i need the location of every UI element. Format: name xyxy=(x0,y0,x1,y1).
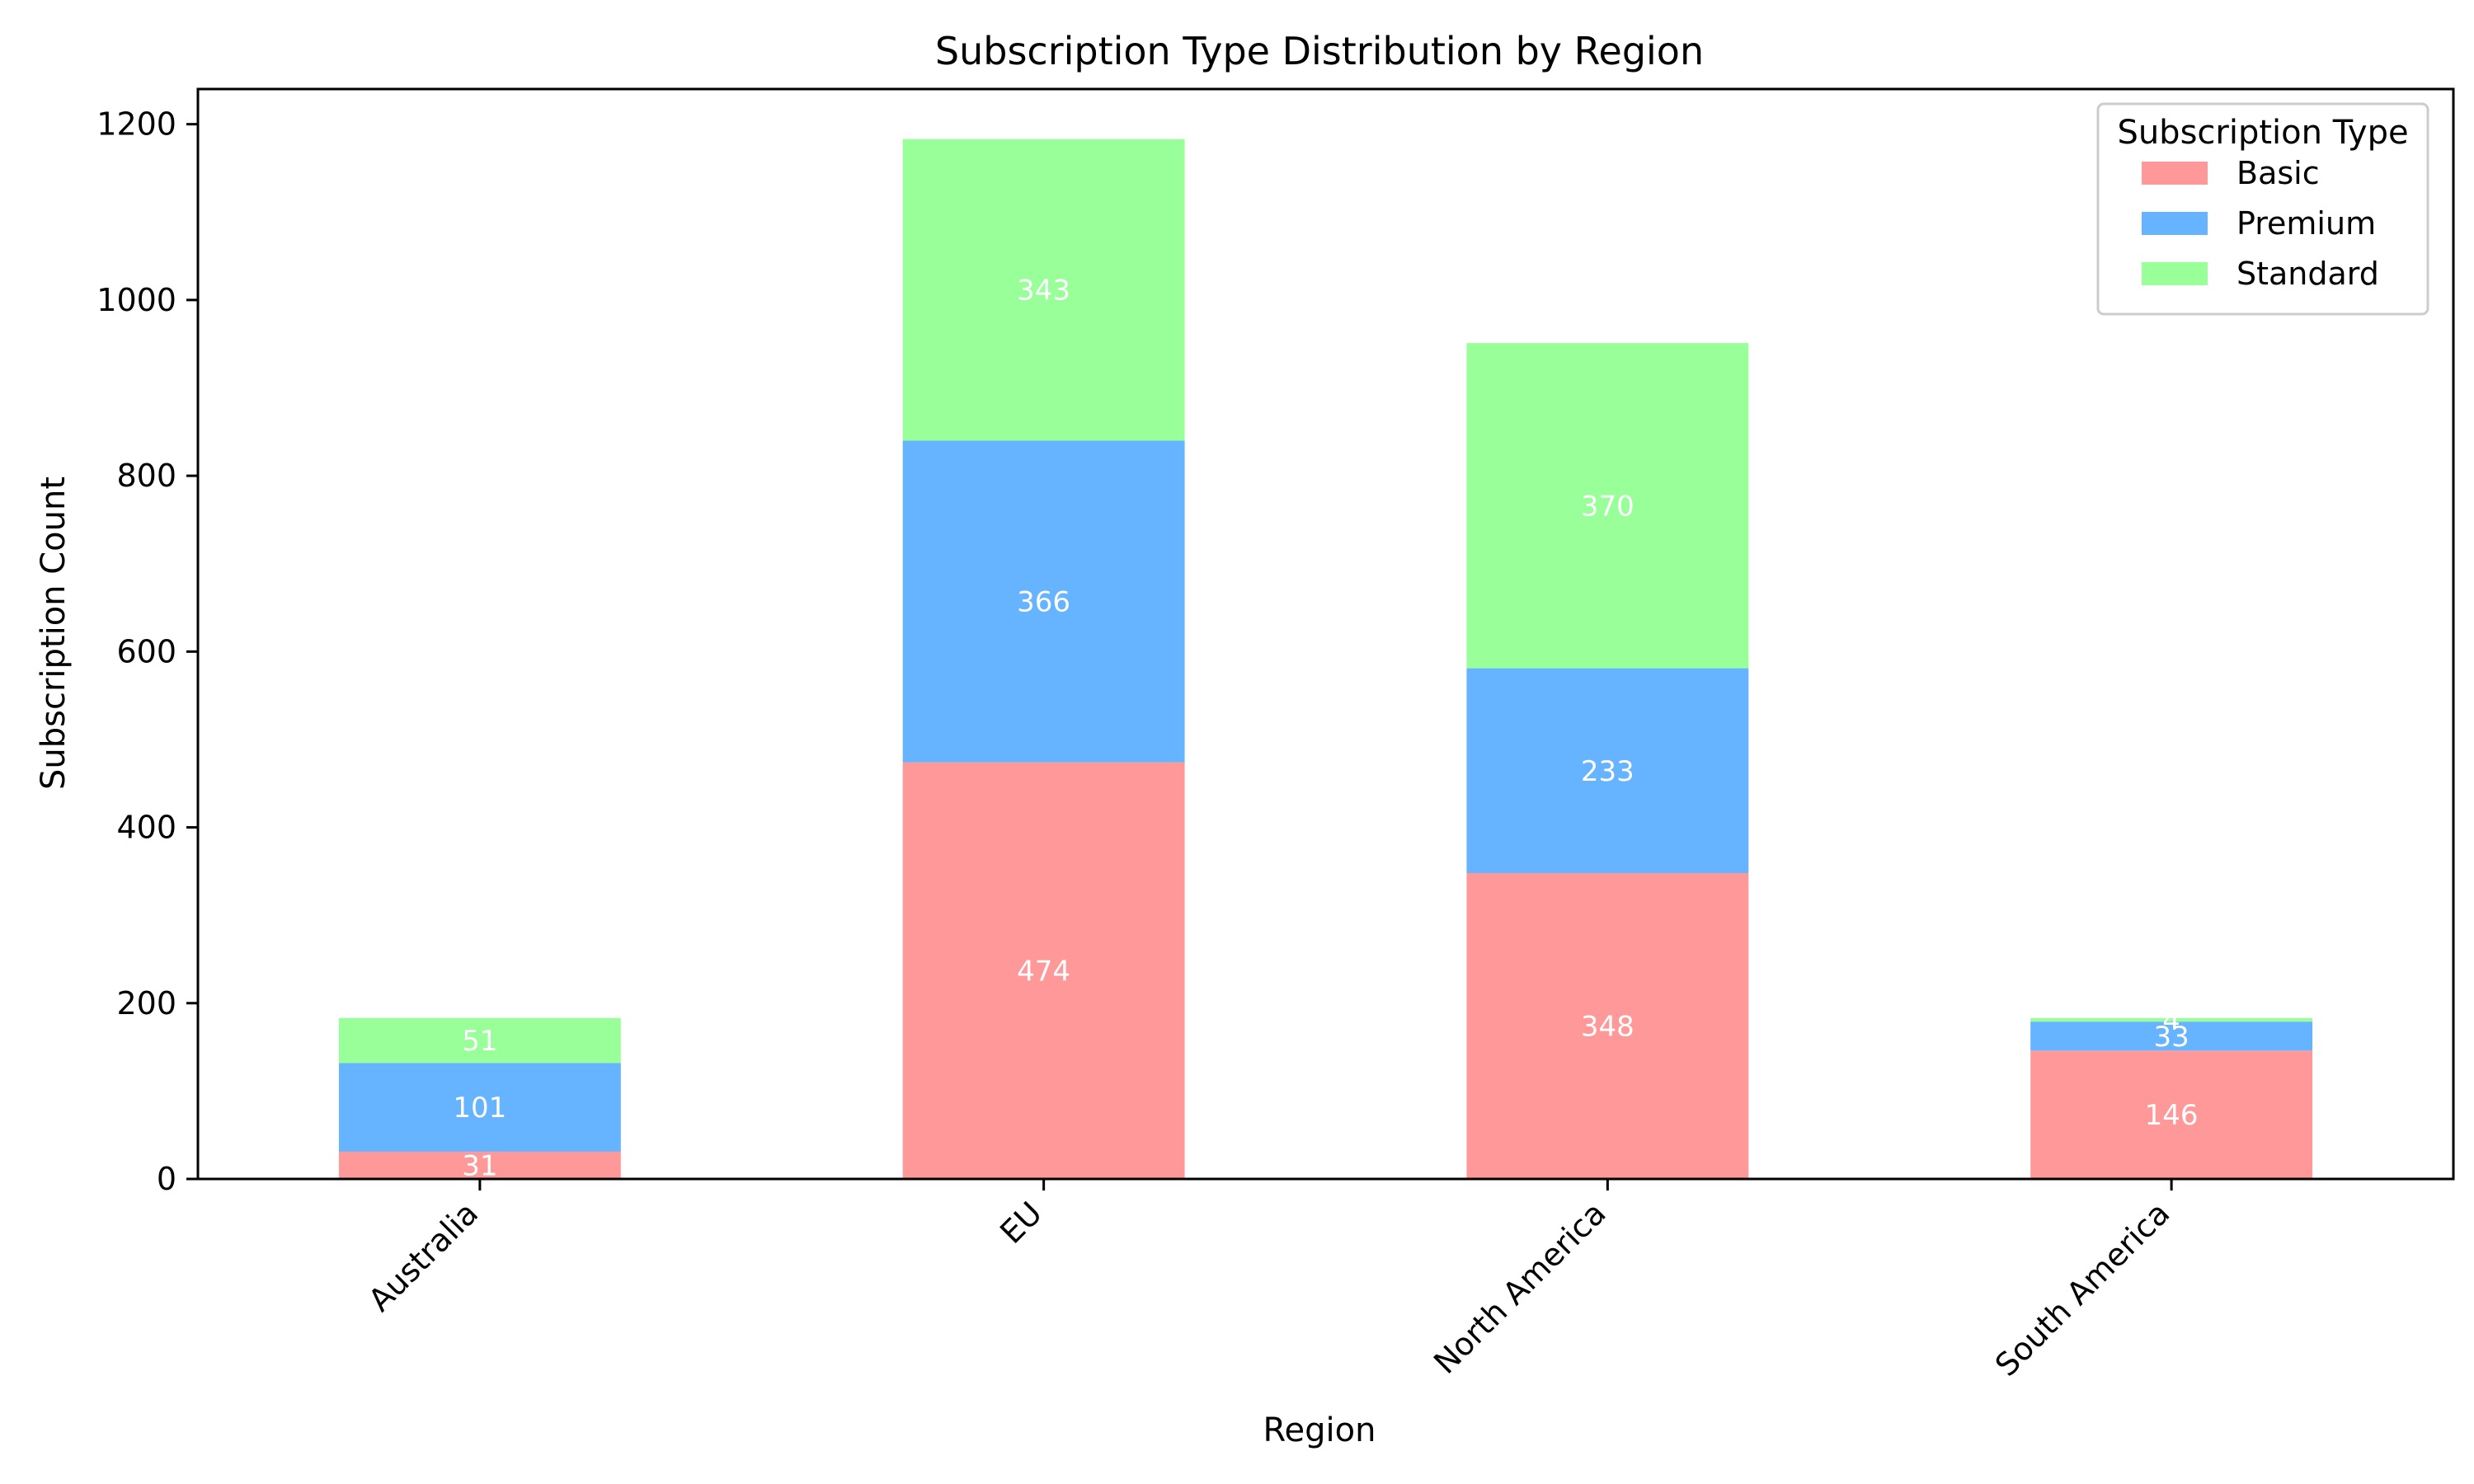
x-tick-label: South America xyxy=(1988,1195,2177,1383)
bar-value-label: 146 xyxy=(2145,1099,2199,1132)
legend-swatch-basic xyxy=(2142,162,2208,185)
y-tick-label: 0 xyxy=(157,1161,176,1197)
bar-value-label: 51 xyxy=(462,1025,497,1058)
bar-value-label: 343 xyxy=(1017,275,1070,308)
bar-basic-south-america xyxy=(2030,1050,2313,1179)
bar-basic-north-america xyxy=(1466,872,1749,1179)
legend-swatch-premium xyxy=(2142,212,2208,235)
bar-value-label: 474 xyxy=(1017,955,1070,988)
x-tick-label: North America xyxy=(1427,1195,1613,1381)
bar-premium-south-america xyxy=(2030,1021,2313,1051)
legend-title: Subscription Type xyxy=(2117,114,2408,152)
bar-value-label: 370 xyxy=(1581,490,1634,523)
bar-value-label: 233 xyxy=(1581,755,1634,788)
bar-value-label: 31 xyxy=(462,1149,497,1182)
legend-box xyxy=(2096,102,2429,316)
bar-basic-eu xyxy=(902,762,1185,1179)
chart-title: Subscription Type Distribution by Region xyxy=(935,29,1704,73)
y-axis-label: Subscription Count xyxy=(35,477,73,790)
y-tick-label: 400 xyxy=(116,810,176,846)
bar-value-label: 348 xyxy=(1581,1010,1634,1043)
bar-premium-north-america xyxy=(1466,668,1749,873)
bar-standard-australia xyxy=(338,1017,621,1064)
x-tick-label: Australia xyxy=(361,1195,485,1318)
bar-basic-australia xyxy=(338,1151,621,1179)
bar-standard-eu xyxy=(902,139,1185,441)
bar-standard-south-america xyxy=(2030,1017,2313,1022)
y-tick-label: 600 xyxy=(116,633,176,669)
y-tick-label: 800 xyxy=(116,458,176,494)
bar-premium-eu xyxy=(902,440,1185,763)
bars-layer xyxy=(338,139,2313,1179)
x-axis-label: Region xyxy=(1263,1411,1376,1449)
plot-frame xyxy=(196,87,2455,1181)
y-tick-label: 1200 xyxy=(96,106,176,143)
legend-label-premium: Premium xyxy=(2236,205,2376,242)
bar-value-label: 4 xyxy=(2162,1004,2180,1037)
y-tick-label: 1000 xyxy=(96,282,176,318)
bar-value-label: 33 xyxy=(2153,1021,2189,1054)
legend-swatch-standard xyxy=(2142,262,2208,285)
bar-value-label: 101 xyxy=(453,1092,506,1125)
bar-value-label: 366 xyxy=(1017,586,1070,619)
bar-premium-australia xyxy=(338,1063,621,1152)
legend: Subscription Type Basic Premium Standard xyxy=(2096,102,2429,316)
y-tick-label: 200 xyxy=(116,985,176,1021)
x-tick-label: EU xyxy=(993,1195,1049,1251)
legend-label-basic: Basic xyxy=(2236,155,2320,191)
legend-label-standard: Standard xyxy=(2236,256,2379,292)
bar-standard-north-america xyxy=(1466,343,1749,669)
bar-labels-layer: 31 474 348 146 101 366 233 33 51 343 370 4 xyxy=(453,275,2198,1183)
